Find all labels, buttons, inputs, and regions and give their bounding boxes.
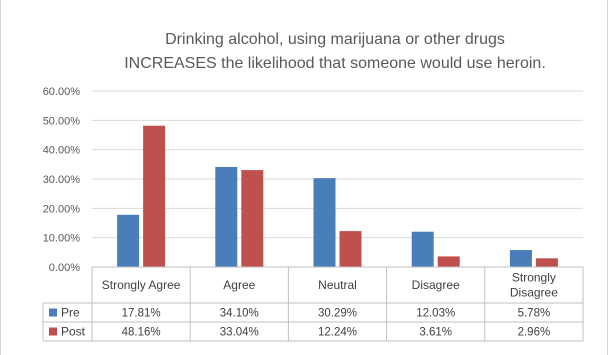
bar-post-1 xyxy=(241,170,264,267)
bar-post-2 xyxy=(339,231,362,267)
data-label-post: 12.24% xyxy=(318,327,357,339)
category-label: Disagree xyxy=(510,286,558,300)
chart-title-line-2: INCREASES the likelihood that someone wo… xyxy=(124,55,546,72)
data-label-post: 33.04% xyxy=(220,327,259,339)
y-tick-label: 30.00% xyxy=(43,174,81,186)
category-label: Strongly xyxy=(512,271,556,285)
bar-pre-1 xyxy=(215,166,238,267)
legend-key-post xyxy=(49,327,57,336)
category-label: Neutral xyxy=(318,278,357,292)
data-label-post: 48.16% xyxy=(122,327,161,339)
y-tick-label: 0.00% xyxy=(49,262,80,274)
y-tick-label: 50.00% xyxy=(43,115,81,127)
y-tick-label: 60.00% xyxy=(43,86,81,98)
bar-post-4 xyxy=(535,258,558,267)
y-tick-label: 40.00% xyxy=(43,145,81,157)
data-label-pre: 17.81% xyxy=(122,308,161,320)
legend-label-pre: Pre xyxy=(61,306,80,320)
data-label-pre: 12.03% xyxy=(416,308,455,320)
data-label-pre: 30.29% xyxy=(318,308,357,320)
bar-pre-3 xyxy=(411,231,434,267)
category-label: Strongly Agree xyxy=(102,278,181,292)
data-label-post: 3.61% xyxy=(419,327,452,339)
y-tick-label: 10.00% xyxy=(43,233,81,245)
bar-post-0 xyxy=(143,125,166,267)
y-tick-label: 20.00% xyxy=(43,203,81,215)
category-label: Disagree xyxy=(412,278,460,292)
data-label-pre: 5.78% xyxy=(518,308,551,320)
bar-pre-2 xyxy=(313,178,336,267)
bar-pre-0 xyxy=(117,214,140,267)
category-label: Agree xyxy=(223,278,255,292)
legend-label-post: Post xyxy=(61,325,86,339)
bar-pre-4 xyxy=(509,250,532,267)
chart-title-line-1: Drinking alcohol, using marijuana or oth… xyxy=(165,31,505,48)
data-label-pre: 34.10% xyxy=(220,308,259,320)
legend-key-pre xyxy=(49,308,57,317)
bar-post-3 xyxy=(437,256,460,267)
data-label-post: 2.96% xyxy=(518,327,551,339)
